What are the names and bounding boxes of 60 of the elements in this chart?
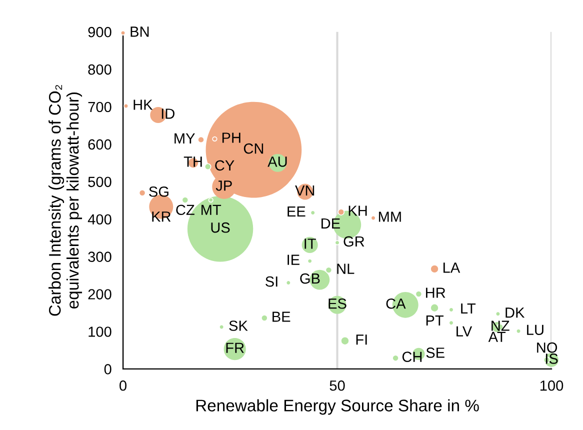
- y-tick-label: 600: [88, 139, 112, 150]
- x-tick-label: 100: [540, 380, 564, 391]
- annotation: MT: [202, 204, 222, 215]
- annotation: PT: [426, 316, 444, 326]
- annotation: HR: [426, 288, 446, 298]
- annotation: SK: [229, 320, 248, 331]
- annotation: LV: [456, 326, 472, 336]
- annotation: NO: [537, 342, 558, 353]
- annotation: MY: [174, 133, 195, 144]
- annotation: MM: [378, 212, 401, 222]
- y-tick-label: 300: [88, 252, 112, 262]
- annotation: US: [211, 222, 230, 233]
- annotation: GR: [344, 236, 364, 247]
- annotation: VN: [295, 186, 314, 196]
- annotation: CH: [402, 352, 422, 362]
- annotation: AU: [268, 156, 287, 167]
- annotation: PH: [222, 132, 240, 143]
- annotation: NL: [337, 264, 354, 274]
- annotation: HK: [134, 100, 153, 110]
- annotation: IE: [288, 254, 300, 265]
- annotation: TH: [184, 156, 202, 167]
- x-tick-label: 50: [330, 380, 345, 391]
- annotation: SG: [149, 186, 168, 197]
- annotation: NZ: [492, 320, 510, 331]
- x-axis-title: Renewable Energy Source Share in %: [196, 399, 479, 415]
- annotation: FI: [356, 334, 367, 345]
- annotation: ES: [328, 298, 346, 309]
- annotation: BN: [130, 26, 149, 37]
- y-tick-label: 0: [104, 364, 112, 374]
- y-tick-label: 400: [88, 214, 112, 225]
- y-tick-label: 800: [88, 64, 112, 75]
- annotation: GB: [300, 273, 320, 284]
- annotation: AT: [488, 332, 506, 342]
- annotation: JP: [216, 180, 232, 191]
- annotation: CZ: [176, 204, 194, 216]
- annotation: LU: [527, 324, 544, 336]
- x-tick-label: 0: [120, 380, 126, 391]
- annotation: IS: [546, 354, 558, 364]
- annotation: KR: [152, 212, 171, 222]
- y-tick-label: 100: [88, 326, 112, 337]
- annotation: CN: [244, 143, 264, 154]
- annotation: IT: [304, 238, 316, 249]
- annotation: LT: [461, 303, 476, 314]
- annotation: CA: [386, 298, 406, 309]
- y-tick-label: 200: [88, 289, 112, 300]
- y-tick-label: 500: [88, 176, 112, 188]
- annotation: SI: [266, 276, 278, 287]
- annotation: EE: [288, 206, 306, 217]
- annotation: LA: [443, 262, 460, 273]
- y-axis-title: Carbon Intensity (grams of CO₂ equivalents per kilowatt-hour): [48, 84, 82, 316]
- annotation: SE: [426, 348, 444, 358]
- y-tick-label: 900: [88, 26, 112, 38]
- annotation: DE: [322, 218, 340, 228]
- annotation: KH: [348, 206, 367, 216]
- annotation: ID: [162, 108, 174, 119]
- annotation: DK: [506, 308, 525, 318]
- annotation: FR: [226, 342, 244, 353]
- y-tick-label: 700: [88, 102, 112, 112]
- annotation: CY: [215, 160, 234, 171]
- annotation: BE: [272, 312, 290, 322]
